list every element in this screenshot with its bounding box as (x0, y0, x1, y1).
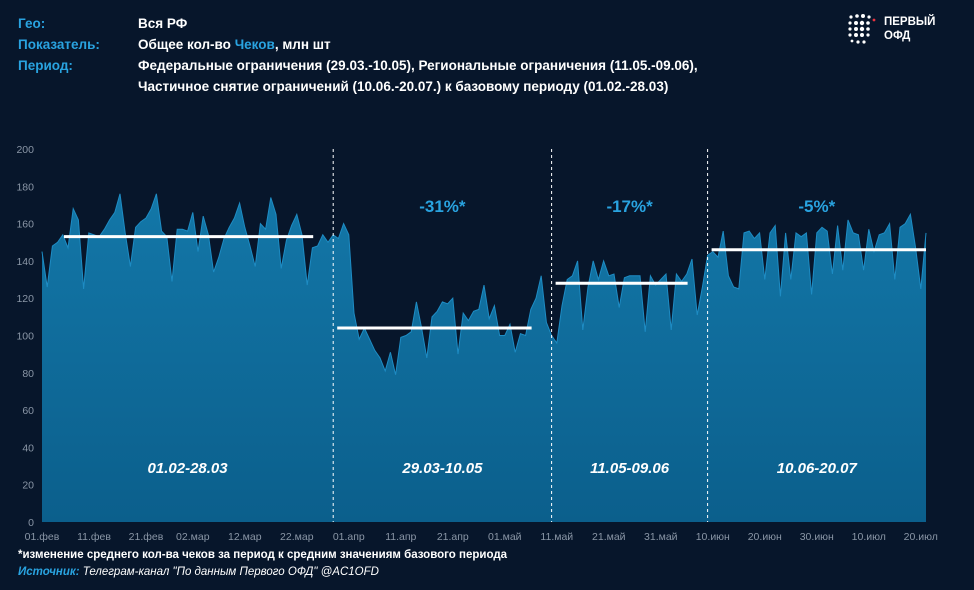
x-tick-label: 10.июл (852, 531, 886, 543)
x-tick-label: 22.мар (280, 531, 314, 543)
y-tick-label: 200 (16, 144, 34, 156)
series-line (41, 193, 927, 375)
x-tick-label: 01.апр (333, 531, 365, 543)
y-tick-label: 0 (28, 517, 34, 529)
footnote: *изменение среднего кол-ва чеков за пери… (18, 549, 508, 561)
x-tick-label: 30.июн (800, 531, 834, 543)
logo-line-1: ПЕРВЫЙ (884, 16, 936, 28)
source-text: Телеграм-канал "По данным Первого ОФД" @… (79, 566, 379, 578)
indicator-label: Показатель: (18, 37, 100, 52)
x-tick-label: 02.мар (176, 531, 210, 543)
x-tick-label: 01.май (488, 531, 522, 543)
y-tick-label: 40 (22, 442, 34, 454)
period-labels: 01.02-28.03 29.03-10.05 -31%* 11.05-09.06 -1… (148, 197, 858, 477)
period-dividers (332, 149, 709, 522)
x-tick-label: 21.май (592, 531, 626, 543)
source: Источник: Телеграм-канал "По данным Перв… (18, 566, 379, 578)
period-change-label: -17%* (606, 197, 653, 216)
period-change-label: -31%* (419, 197, 466, 216)
x-tick-label: 21.фев (129, 531, 164, 543)
x-tick-label: 31.май (644, 531, 678, 543)
y-tick-label: 160 (16, 219, 34, 231)
y-axis: 0 20 40 60 80 100 120 140 160 180 200 (16, 144, 34, 529)
logo-line-2: ОФД (884, 30, 911, 42)
x-tick-label: 20.июл (904, 531, 938, 543)
x-tick-label: 01.фев (25, 531, 60, 543)
x-tick-label: 11.апр (385, 531, 416, 543)
indicator-value: Общее кол-во Чеков, млн шт (138, 37, 331, 52)
x-axis: 01.фев 11.фев 21.фев 02.мар 12.мар 22.мар 01.а… (25, 531, 938, 543)
x-tick-label: 11.фев (77, 531, 111, 543)
period-line-2: Частичное снятие ограничений (10.06.-20.… (138, 79, 669, 94)
y-tick-label: 20 (22, 480, 34, 492)
period-label: 29.03-10.05 (401, 460, 483, 477)
source-label: Источник: (18, 566, 80, 578)
period-change-label: -5%* (798, 197, 835, 216)
y-tick-label: 120 (16, 293, 34, 305)
indicator-value-highlight: Чеков (234, 37, 275, 52)
series-area (42, 193, 926, 523)
period-label: 10.06-20.07 (777, 460, 858, 477)
x-tick-label: 21.апр (437, 531, 469, 543)
period-label: 11.05-09.06 (590, 460, 670, 477)
y-tick-label: 60 (22, 405, 34, 417)
logo-text: ПЕРВЫЙ ОФД (884, 15, 935, 43)
x-tick-label: 10.июн (696, 531, 730, 543)
y-tick-label: 180 (16, 181, 34, 193)
x-tick-label: 12.мар (228, 531, 262, 543)
logo-dots-icon (848, 14, 876, 44)
period-label: 01.02-28.03 (148, 460, 229, 477)
period-label: Период: (18, 58, 73, 73)
y-tick-label: 80 (22, 368, 34, 380)
y-tick-label: 140 (16, 256, 34, 268)
y-tick-label: 100 (16, 331, 34, 343)
indicator-value-post: , млн шт (274, 37, 331, 52)
geo-value: Вся РФ (138, 16, 188, 31)
indicator-value-pre: Общее кол-во (138, 37, 235, 52)
area-layer (41, 193, 927, 523)
average-lines (64, 235, 926, 330)
x-tick-label: 11.май (540, 531, 573, 543)
geo-label: Гео: (18, 16, 46, 31)
period-line-1: Федеральные ограничения (29.03.-10.05), … (138, 58, 698, 73)
x-tick-label: 20.июн (748, 531, 782, 543)
